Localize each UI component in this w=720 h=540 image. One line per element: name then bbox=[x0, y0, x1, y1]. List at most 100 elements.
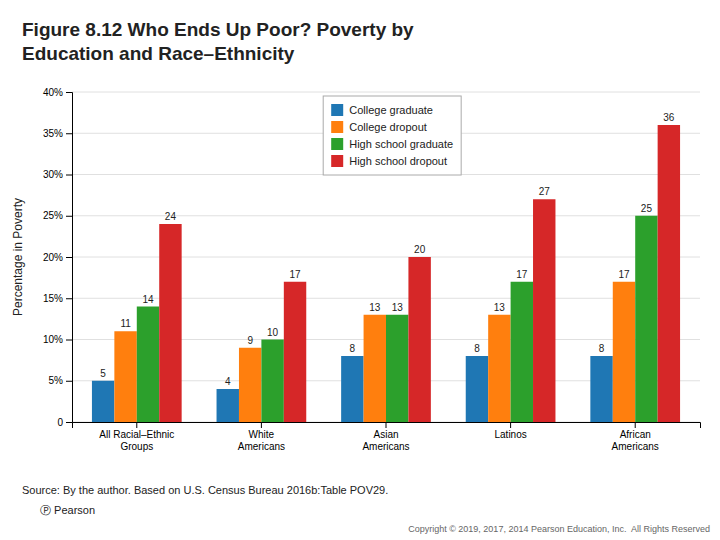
x-tick-label: All Racial–EthnicGroups bbox=[99, 429, 174, 452]
data-label: 13 bbox=[369, 302, 381, 313]
y-tick-label: 25% bbox=[43, 210, 63, 221]
legend-swatch bbox=[331, 121, 343, 133]
y-tick-mark bbox=[66, 133, 72, 134]
data-label: 24 bbox=[165, 211, 177, 222]
x-tick-label-line: Latinos bbox=[494, 429, 526, 440]
grid bbox=[72, 92, 700, 422]
bar bbox=[137, 307, 159, 423]
data-label: 8 bbox=[599, 343, 605, 354]
data-label: 17 bbox=[289, 269, 301, 280]
y-tick: 20% bbox=[43, 252, 72, 263]
data-label: 25 bbox=[641, 203, 653, 214]
title-line: Education and Race–Ethnicity bbox=[22, 43, 295, 64]
y-tick-label: 15% bbox=[43, 293, 63, 304]
bar-series bbox=[137, 216, 658, 422]
annotations: Source: By the author. Based on U.S. Cen… bbox=[22, 484, 710, 534]
bar bbox=[658, 125, 680, 422]
bar bbox=[92, 381, 114, 422]
x-tick-mark bbox=[510, 422, 511, 428]
y-tick-mark bbox=[66, 175, 72, 176]
x-tick-label: Latinos bbox=[494, 429, 526, 440]
chart-svg: Figure 8.12 Who Ends Up Poor? Poverty by… bbox=[0, 0, 720, 540]
bar bbox=[635, 216, 657, 422]
y-tick-mark bbox=[66, 216, 72, 217]
data-label: 17 bbox=[618, 269, 630, 280]
x-tick-label: AsianAmericans bbox=[362, 429, 409, 452]
y-tick-label: 30% bbox=[43, 169, 63, 180]
y-tick-label: 20% bbox=[43, 252, 63, 263]
bar bbox=[533, 199, 555, 422]
legend-item: High school dropout bbox=[331, 155, 447, 167]
legend-item: High school graduate bbox=[331, 138, 453, 150]
y-tick-label: 10% bbox=[43, 334, 63, 345]
x-tick-mark bbox=[386, 422, 387, 428]
y-tick: 15% bbox=[43, 293, 72, 304]
data-label: 8 bbox=[474, 343, 480, 354]
legend-label: College graduate bbox=[349, 104, 433, 116]
x-tick-label: AfricanAmericans bbox=[612, 429, 659, 452]
bar bbox=[284, 282, 306, 422]
annotation: Copyright © 2019, 2017, 2014 Pearson Edu… bbox=[408, 524, 710, 534]
data-label: 10 bbox=[267, 327, 279, 338]
bar bbox=[590, 356, 612, 422]
legend-label: High school dropout bbox=[349, 155, 447, 167]
y-tick-label: 35% bbox=[43, 128, 63, 139]
x-tick-label-line: Groups bbox=[120, 441, 153, 452]
data-label: 11 bbox=[120, 318, 131, 329]
bar bbox=[408, 257, 430, 422]
bar bbox=[364, 315, 386, 422]
x-tick: Latinos bbox=[494, 422, 526, 440]
y-tick-mark bbox=[66, 422, 72, 423]
x-axis-line bbox=[73, 423, 701, 429]
bar bbox=[613, 282, 635, 422]
legend-item: College graduate bbox=[331, 104, 433, 116]
y-tick-mark bbox=[66, 340, 72, 341]
y-tick: 0 bbox=[57, 417, 72, 428]
x-axis: All Racial–EthnicGroupsWhiteAmericansAsi… bbox=[73, 422, 701, 452]
data-label: 14 bbox=[142, 294, 154, 305]
x-tick-label-line: All Racial–Ethnic bbox=[99, 429, 174, 440]
y-tick-label: 40% bbox=[43, 87, 63, 98]
annotation: Source: By the author. Based on U.S. Cen… bbox=[22, 484, 388, 496]
x-tick-mark bbox=[635, 422, 636, 428]
bar bbox=[488, 315, 510, 422]
bar bbox=[466, 356, 488, 422]
data-label: 8 bbox=[350, 343, 356, 354]
x-tick-label-line: Asian bbox=[373, 429, 398, 440]
grid-line bbox=[72, 92, 700, 93]
x-tick-mark bbox=[136, 422, 137, 428]
legend: College graduate College dropout High scho… bbox=[323, 96, 461, 175]
x-tick-mark bbox=[261, 422, 262, 428]
data-label: 17 bbox=[516, 269, 528, 280]
y-tick-mark bbox=[66, 381, 72, 382]
data-label: 9 bbox=[247, 335, 253, 346]
x-tick-label: WhiteAmericans bbox=[238, 429, 285, 452]
title: Figure 8.12 Who Ends Up Poor? Poverty by… bbox=[22, 19, 414, 64]
y-tick: 5% bbox=[49, 375, 72, 386]
x-tick: WhiteAmericans bbox=[238, 422, 285, 452]
legend-item: College dropout bbox=[331, 121, 427, 133]
y-tick-mark bbox=[66, 298, 72, 299]
y-axis-title: Percentage in Poverty bbox=[11, 198, 25, 316]
y-axis: 0 5% 10% 15% 20% 25% 30% 35% 40% bbox=[43, 87, 73, 428]
y-tick: 40% bbox=[43, 87, 72, 98]
data-label: 20 bbox=[414, 244, 426, 255]
annotation: Ⓟ Pearson bbox=[40, 504, 95, 516]
y-tick-mark bbox=[66, 257, 72, 258]
x-tick-label-line: White bbox=[249, 429, 275, 440]
x-tick-label-line: Americans bbox=[362, 441, 409, 452]
bar bbox=[511, 282, 533, 422]
y-tick-label: 5% bbox=[49, 375, 64, 386]
data-label: 27 bbox=[539, 186, 551, 197]
y-tick-label: 0 bbox=[57, 417, 63, 428]
y-tick: 10% bbox=[43, 334, 72, 345]
plot: 0 5% 10% 15% 20% 25% 30% 35% 40% All Racial–Ethni… bbox=[11, 87, 701, 452]
bar bbox=[341, 356, 363, 422]
y-tick: 30% bbox=[43, 169, 72, 180]
y-axis-line bbox=[66, 93, 73, 423]
legend-swatch bbox=[331, 155, 343, 167]
y-tick: 25% bbox=[43, 210, 72, 221]
bar bbox=[217, 389, 239, 422]
data-label: 36 bbox=[663, 112, 675, 123]
x-tick-label-line: Americans bbox=[238, 441, 285, 452]
